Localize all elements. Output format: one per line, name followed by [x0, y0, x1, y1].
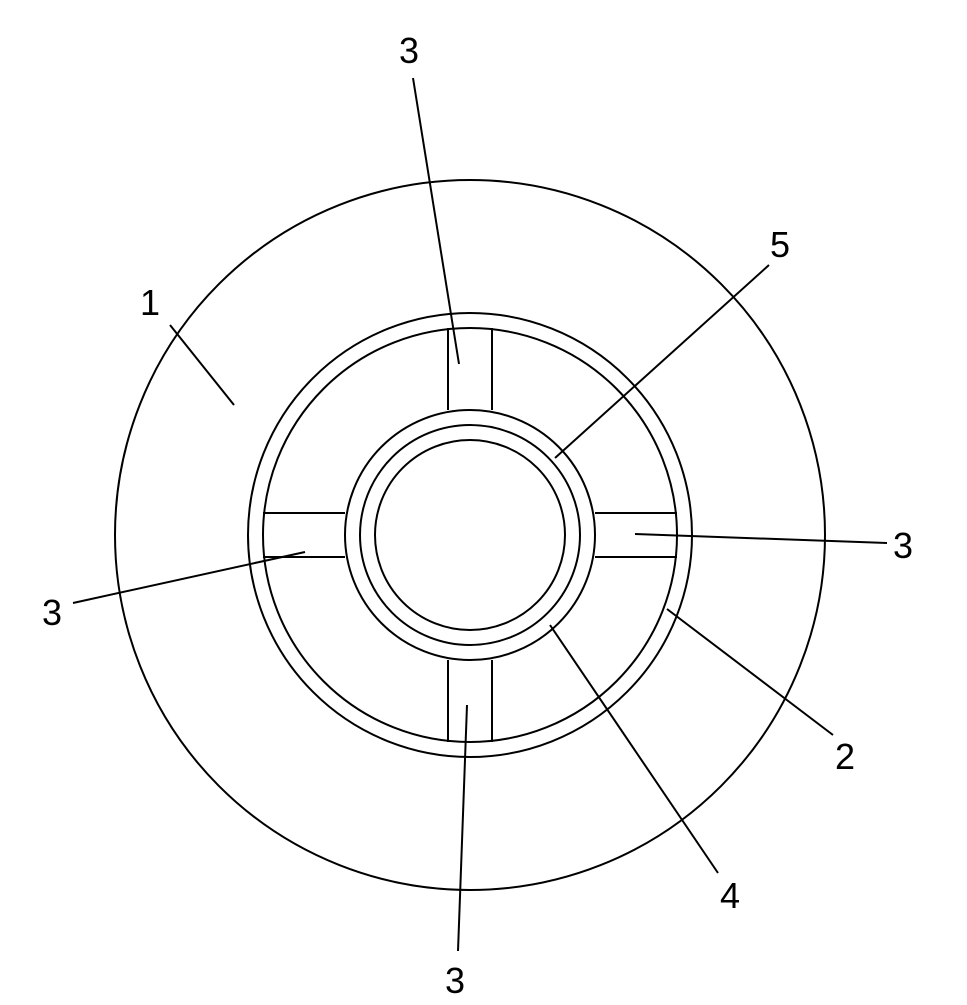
inner-circle-5: [375, 440, 565, 630]
leader-line-3_top: [413, 78, 459, 364]
outer-circle-1: [115, 180, 825, 890]
leader-line-5: [555, 265, 769, 458]
leader-line-3_left: [73, 552, 305, 603]
leader-line-3_right: [635, 534, 887, 543]
callout-label-3_bottom: 3: [445, 960, 465, 1002]
leader-line-1: [170, 325, 234, 405]
leader-line-2: [667, 609, 833, 735]
ring-4-inner: [360, 425, 580, 645]
callout-label-2: 2: [835, 736, 855, 778]
ring-2-inner: [263, 328, 677, 742]
leaders-group: [73, 78, 887, 951]
diagram-svg: [0, 0, 967, 1000]
spokes-group: [263, 328, 677, 742]
callout-label-3_right: 3: [893, 525, 913, 567]
callout-label-3_top: 3: [399, 30, 419, 72]
diagram-container: 1 3 5 3 3 2 4 3: [0, 0, 967, 1000]
callout-label-5: 5: [770, 224, 790, 266]
ring-4-outer: [345, 410, 595, 660]
callout-label-4: 4: [720, 875, 740, 917]
callout-label-3_left: 3: [42, 592, 62, 634]
ring-2-outer: [248, 313, 692, 757]
circles-group: [115, 180, 825, 890]
callout-label-1: 1: [140, 282, 160, 324]
